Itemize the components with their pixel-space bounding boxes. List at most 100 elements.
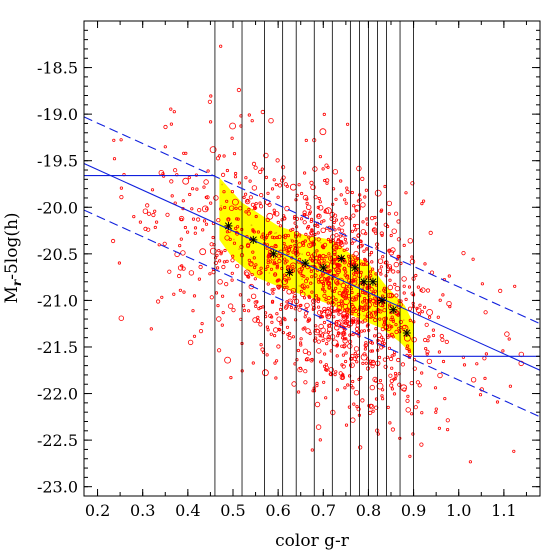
scatter-point: [192, 334, 197, 338]
scatter-point: [245, 199, 249, 203]
scatter-point: [302, 296, 307, 300]
scatter-point: [335, 388, 339, 392]
scatter-point: [370, 260, 374, 264]
scatter-point: [119, 195, 124, 200]
x-tick-label: 0.8: [356, 501, 381, 520]
scatter-point: [229, 122, 237, 130]
scatter-point: [445, 418, 450, 423]
scatter-point: [216, 303, 220, 308]
scatter-point: [350, 296, 356, 302]
scatter-point: [205, 207, 209, 211]
scatter-point: [400, 362, 405, 367]
scatter-point: [407, 306, 413, 311]
scatter-point: [177, 273, 182, 279]
scatter-point: [420, 287, 426, 293]
scatter-point: [368, 270, 372, 274]
scatter-point: [310, 258, 314, 262]
scatter-point: [225, 259, 229, 263]
scatter-point: [341, 353, 345, 357]
scatter-point: [182, 290, 186, 294]
scatter-point: [332, 169, 338, 175]
x-tick-label: 1.1: [491, 501, 516, 520]
scatter-point: [394, 293, 399, 298]
median-marker: [285, 268, 294, 277]
scatter-point: [228, 205, 235, 211]
scatter-point: [161, 172, 165, 176]
scatter-point: [294, 216, 299, 221]
scatter-point: [365, 311, 373, 319]
scatter-point: [380, 388, 385, 392]
scatter-point: [290, 239, 294, 243]
scatter-point: [379, 209, 383, 213]
scatter-point: [252, 256, 256, 260]
scatter-point: [394, 310, 399, 316]
scatter-point: [188, 270, 195, 276]
scatter-point: [319, 360, 323, 364]
scatter-point: [367, 294, 371, 298]
scatter-point: [321, 167, 325, 171]
band-speckle: [388, 322, 391, 324]
scatter-point: [213, 195, 219, 201]
y-tick-label: -20.5: [37, 245, 78, 264]
scatter-point: [393, 211, 399, 216]
scatter-point: [316, 259, 321, 265]
scatter-point: [364, 291, 368, 295]
scatter-point: [356, 233, 361, 238]
scatter-point: [253, 165, 258, 170]
scatter-point: [357, 312, 361, 317]
scatter-point: [347, 262, 352, 268]
scatter-point: [191, 187, 195, 191]
scatter-point: [341, 332, 346, 336]
scatter-point: [298, 233, 302, 237]
scatter-point: [254, 263, 258, 267]
scatter-point: [277, 258, 282, 264]
scatter-point: [360, 353, 368, 361]
scatter-point: [247, 298, 251, 302]
scatter-point: [316, 224, 320, 228]
scatter-point: [310, 357, 314, 362]
scatter-point: [338, 240, 344, 245]
scatter-point: [297, 307, 302, 312]
scatter-point: [302, 348, 309, 354]
scatter-point: [326, 337, 331, 342]
scatter-point: [441, 293, 445, 297]
y-tick-label: -18.5: [37, 59, 78, 78]
scatter-point: [326, 265, 330, 269]
scatter-point: [310, 184, 316, 190]
scatter-point: [332, 289, 336, 293]
scatter-point: [402, 243, 406, 247]
scatter-point: [315, 329, 320, 334]
scatter-point: [420, 371, 424, 375]
scatter-point: [238, 293, 242, 297]
scatter-point: [258, 322, 263, 327]
scatter-point: [234, 226, 238, 230]
median-marker-stroke: [389, 306, 397, 314]
x-tick-label: 0.3: [130, 501, 155, 520]
scatter-point: [447, 274, 451, 278]
fit-lines: [84, 116, 540, 418]
scatter-point: [416, 307, 422, 313]
scatter-point: [305, 251, 311, 256]
scatter-point: [393, 261, 399, 268]
scatter-point: [434, 410, 438, 414]
scatter-point: [296, 348, 300, 353]
scatter-point: [260, 167, 264, 171]
scatter-point: [383, 316, 388, 321]
scatter-point: [248, 179, 252, 183]
scatter-point: [228, 237, 232, 241]
scatter-point: [405, 398, 410, 403]
scatter-point: [377, 268, 383, 273]
x-axis-ticks: 0.2 0.3 0.4 0.5 0.6 0.7 0.8 0.9 1.0 1.1: [85, 21, 527, 520]
scatter-point: [337, 331, 341, 335]
scatter-point: [235, 263, 240, 269]
scatter-point: [302, 194, 309, 201]
scatter-point: [230, 190, 234, 194]
scatter-point: [316, 339, 321, 344]
scatter-point: [322, 258, 326, 262]
scatter-point: [426, 339, 430, 343]
scatter-point: [389, 332, 394, 337]
scatter-point: [351, 379, 355, 384]
scatter-point: [410, 255, 414, 259]
scatter-point: [318, 438, 322, 442]
scatter-point: [316, 299, 320, 304]
